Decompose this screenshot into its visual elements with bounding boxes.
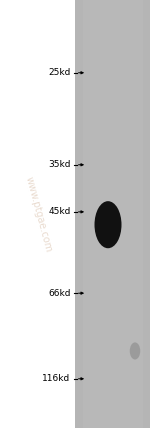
Text: www.ptgae.com: www.ptgae.com	[24, 175, 54, 253]
Bar	[82, 0, 142, 428]
Bar	[0, 0, 75, 428]
Bar	[75, 0, 150, 428]
Text: 25kd: 25kd	[48, 68, 70, 77]
Ellipse shape	[130, 342, 140, 360]
Text: 66kd: 66kd	[48, 288, 70, 298]
Text: 116kd: 116kd	[42, 374, 70, 383]
Text: 45kd: 45kd	[48, 207, 70, 217]
Ellipse shape	[94, 201, 122, 248]
Text: 35kd: 35kd	[48, 160, 70, 169]
